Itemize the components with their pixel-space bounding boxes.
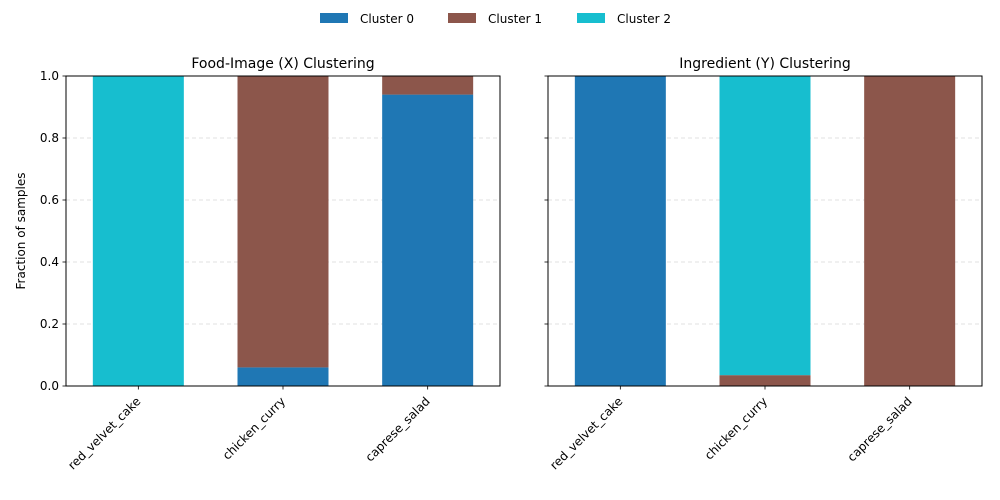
legend-label-0: Cluster 0 — [360, 12, 414, 26]
y-tick-layer — [544, 75, 548, 387]
legend-entry-2: Cluster 2 — [577, 12, 671, 26]
bar-chicken_curry-cluster-2 — [719, 76, 811, 376]
chart-panel-food-image: 0.00.20.40.60.81.0 red_velvet_cake chicke… — [14, 56, 501, 472]
bar-chicken_curry-cluster-1 — [237, 76, 329, 368]
chart-title: Food-Image (X) Clustering — [191, 56, 374, 72]
bar-caprese_salad-cluster-1 — [382, 76, 474, 95]
legend-entry-1: Cluster 1 — [448, 12, 542, 26]
y-tick-label: 0.0 — [40, 379, 59, 393]
y-tick-label: 0.4 — [40, 255, 59, 269]
y-tick-layer: 0.0 0.2 0.4 0.6 0.8 1.0 — [40, 69, 66, 393]
bar-caprese_salad-cluster-0 — [382, 94, 474, 386]
legend-label-1: Cluster 1 — [488, 12, 542, 26]
bar-layer — [92, 76, 474, 386]
legend-swatch-1 — [448, 13, 476, 23]
legend-swatch-0 — [320, 13, 348, 23]
legend: Cluster 0 Cluster 1 Cluster 2 — [320, 12, 671, 26]
y-tick-label: 0.8 — [40, 131, 59, 145]
bar-red_velvet_cake-cluster-0 — [574, 76, 666, 386]
y-axis-label: Fraction of samples — [14, 173, 28, 290]
y-tick-label: 1.0 — [40, 69, 59, 83]
bar-layer — [574, 76, 956, 386]
y-tick-label: 0.2 — [40, 317, 59, 331]
legend-label-2: Cluster 2 — [617, 12, 671, 26]
legend-entry-0: Cluster 0 — [320, 12, 414, 26]
legend-swatch-2 — [577, 13, 605, 23]
bar-caprese_salad-cluster-1 — [864, 76, 956, 386]
chart-title: Ingredient (Y) Clustering — [679, 56, 850, 72]
bar-chicken_curry-cluster-1 — [719, 375, 811, 386]
y-tick-label: 0.6 — [40, 193, 59, 207]
bar-red_velvet_cake-cluster-2 — [92, 76, 184, 386]
bar-chicken_curry-cluster-0 — [237, 367, 329, 386]
